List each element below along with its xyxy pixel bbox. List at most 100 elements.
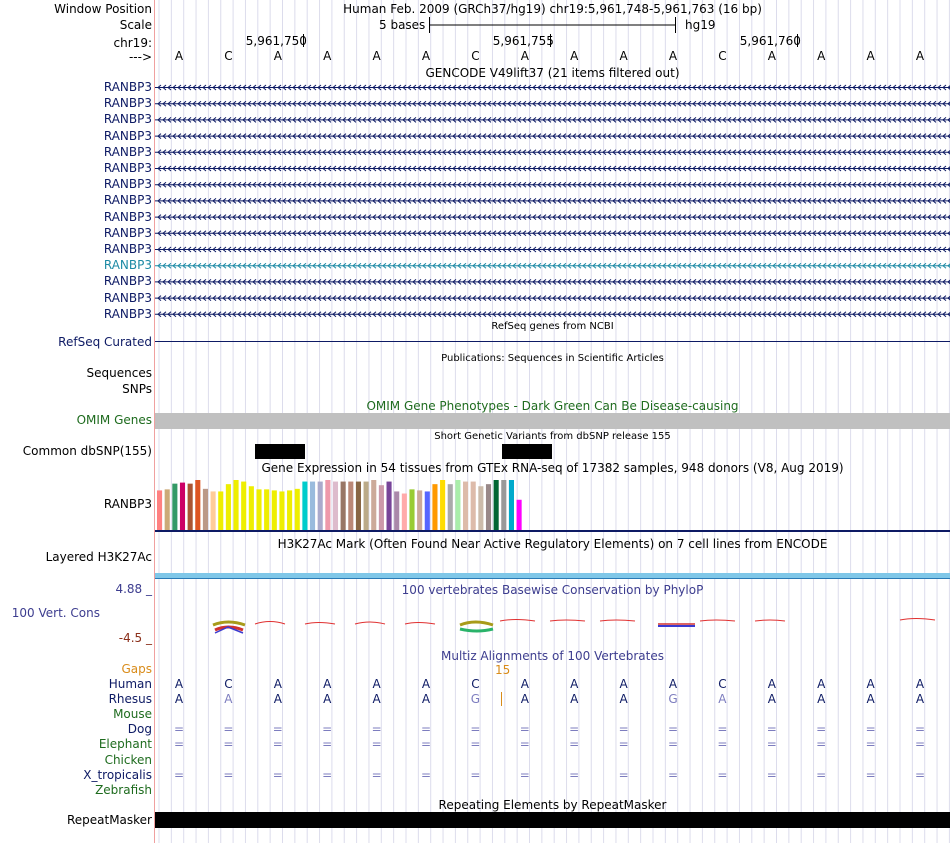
gtex-bar [264, 489, 270, 532]
dbsnp-title[interactable]: Short Genetic Variants from dbSNP releas… [434, 431, 671, 442]
species-label[interactable]: X_tropicalis [83, 767, 152, 782]
alignment-base: G [668, 692, 678, 707]
snps-label[interactable]: SNPs [122, 382, 152, 396]
repeatmasker-feature[interactable] [155, 812, 950, 828]
refseq-title[interactable]: RefSeq genes from NCBI [491, 321, 614, 332]
base-letter: A [817, 49, 826, 63]
alignment-base: A [372, 677, 381, 691]
h3k27ac-label[interactable]: Layered H3K27Ac [45, 550, 152, 564]
alignment-base: A [520, 692, 529, 707]
gencode-item-label[interactable]: RANBP3 [103, 80, 152, 94]
alignment-base: = [470, 737, 481, 752]
species-label[interactable]: Zebrafish [95, 782, 152, 797]
species-label[interactable]: Chicken [104, 752, 152, 767]
gencode-item-label[interactable]: RANBP3 [103, 242, 152, 256]
gtex-bar [225, 484, 231, 532]
dbsnp-label[interactable]: Common dbSNP(155) [22, 444, 152, 458]
h3k27ac-title[interactable]: H3K27Ac Mark (Often Found Near Active Re… [277, 537, 828, 551]
gencode-item-label[interactable]: RANBP3 [103, 177, 152, 192]
refseq-label[interactable]: RefSeq Curated [58, 335, 152, 349]
repeatmasker-title[interactable]: Repeating Elements by RepeatMasker [438, 798, 667, 812]
genome-browser-track-image[interactable]: Human Feb. 2009 (GRCh37/hg19) chr19:5,96… [155, 0, 950, 843]
alignment-base: = [223, 722, 234, 737]
omim-title[interactable]: OMIM Gene Phenotypes - Dark Green Can Be… [366, 399, 739, 413]
omim-feature[interactable] [155, 413, 950, 429]
gencode-item-label[interactable]: RANBP3 [103, 96, 152, 111]
omim-label[interactable]: OMIM Genes [76, 413, 152, 427]
alignment-base: = [717, 767, 728, 782]
species-label[interactable]: Dog [127, 722, 152, 737]
phylop-plot[interactable] [155, 605, 950, 645]
multiz-title[interactable]: Multiz Alignments of 100 Vertebrates [440, 649, 665, 663]
gencode-item-label[interactable]: RANBP3 [103, 225, 152, 240]
species-label[interactable]: Elephant [98, 737, 152, 752]
species-label[interactable]: Mouse [113, 707, 152, 722]
gtex-bar [401, 493, 407, 532]
gencode-item-label[interactable]: RANBP3 [103, 209, 152, 224]
species-label[interactable]: Human [108, 677, 152, 691]
base-letter: A [915, 49, 925, 63]
alignment-base: A [915, 677, 925, 691]
gtex-bar [172, 483, 178, 532]
gencode-transcript [155, 149, 950, 156]
alignment-base: = [519, 767, 530, 782]
gencode-title[interactable]: GENCODE V49lift37 (21 items filtered out… [425, 66, 680, 80]
gtex-bar [233, 480, 239, 532]
gencode-item-label[interactable]: RANBP3 [103, 161, 152, 175]
alignment-base: = [618, 722, 629, 737]
gencode-item-label[interactable]: RANBP3 [103, 290, 152, 305]
gencode-item-label[interactable]: RANBP3 [103, 144, 152, 159]
alignment-base: = [667, 767, 679, 782]
gtex-bar [417, 490, 423, 532]
gtex-bar [516, 499, 522, 532]
alignment-base: A [323, 692, 332, 707]
dbsnp-variant[interactable] [255, 444, 305, 459]
alignment-base: = [272, 722, 283, 737]
h3k27ac-signal[interactable] [155, 573, 950, 578]
repeatmasker-label[interactable]: RepeatMasker [66, 813, 152, 827]
base-letter: C [471, 49, 480, 63]
dbsnp-variant[interactable] [502, 444, 552, 459]
gencode-item-label[interactable]: RANBP3 [103, 193, 152, 208]
alignment-base: = [519, 722, 530, 737]
gtex-bar-chart[interactable] [155, 474, 950, 532]
alignment-base: A [619, 677, 628, 691]
gencode-item-label[interactable]: RANBP3 [103, 128, 152, 143]
refseq-feature[interactable] [155, 341, 950, 342]
phylop-title[interactable]: 100 vertebrates Basewise Conservation by… [401, 583, 704, 597]
gencode-transcript [155, 165, 950, 172]
phylop-max-label: 4.88 _ [115, 582, 152, 596]
gencode-transcript [155, 246, 950, 253]
alignment-base: A [570, 677, 579, 691]
alignment-base: A [520, 677, 529, 691]
species-label[interactable]: Rhesus [108, 692, 152, 707]
publications-title[interactable]: Publications: Sequences in Scientific Ar… [441, 353, 664, 364]
gencode-item-label[interactable]: RANBP3 [103, 112, 152, 127]
gtex-bar [302, 481, 308, 532]
alignment-base: = [865, 737, 876, 752]
gtex-gene-line [155, 530, 950, 532]
gtex-bar [332, 481, 339, 532]
alignment-base: = [173, 767, 185, 782]
gtex-title[interactable]: Gene Expression in 54 tissues from GTEx … [261, 461, 844, 475]
phylop-wiggle [254, 618, 936, 625]
gencode-transcript [155, 181, 950, 188]
gtex-bar [348, 481, 354, 532]
coordinate-tick: 5,961,755 [492, 34, 554, 48]
phylop-label[interactable]: 100 Vert. Cons [11, 606, 100, 620]
gencode-transcripts[interactable] [155, 80, 950, 320]
gtex-bar [478, 486, 484, 532]
alignment-base: = [618, 767, 629, 782]
gencode-item-label[interactable]: RANBP3 [103, 306, 152, 321]
alignment-base: A [224, 692, 233, 707]
alignment-base: A [421, 692, 431, 707]
gtex-bar [394, 491, 400, 532]
gtex-label[interactable]: RANBP3 [103, 497, 152, 511]
gencode-transcript [155, 100, 950, 107]
gencode-transcript [155, 133, 950, 139]
gencode-item-label[interactable]: RANBP3 [103, 258, 152, 273]
alignment-base: = [470, 722, 481, 737]
base-letter: A [273, 49, 282, 63]
sequences-label[interactable]: Sequences [86, 366, 152, 380]
gencode-item-label[interactable]: RANBP3 [103, 274, 152, 289]
